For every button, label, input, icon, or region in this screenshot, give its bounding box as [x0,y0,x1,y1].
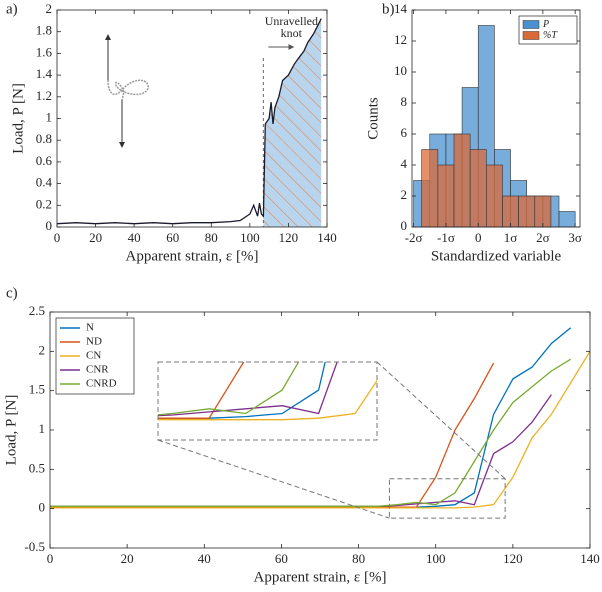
legend-label: ND [86,336,102,348]
x-tick-label: -2σ [405,230,423,245]
x-axis-label: Apparent strain, ε [%] [254,569,387,585]
x-tick-label: 1σ [504,230,518,245]
inset-line [158,362,338,417]
line-series [56,18,322,225]
y-tick-label: 0 [46,218,53,233]
x-tick-label: 20 [89,230,102,245]
y-tick-label: 1.8 [36,23,52,38]
y-tick-label: 0.6 [36,153,53,168]
inset-line [158,379,377,421]
zoom-connector [376,361,506,480]
y-tick-label: 6 [401,125,408,140]
y-tick-label: 2 [401,187,408,202]
x-tick-label: 120 [503,551,523,566]
hist-bar [453,133,471,228]
panel-label: a) [6,1,18,17]
y-tick-label: 4 [401,156,408,171]
y-tick-label: 14 [394,1,408,16]
y-tick-label: 1.5 [29,382,45,397]
hatched-area [263,18,322,228]
y-tick-label: 1.6 [36,44,53,59]
y-tick-label: 0 [401,218,408,233]
x-tick-label: 40 [128,230,141,245]
x-tick-label: 60 [275,551,288,566]
y-tick-label: 0.5 [29,460,45,475]
y-tick-label: 2.5 [29,303,45,318]
x-tick-label: 140 [580,551,600,566]
x-tick-label: 40 [198,551,211,566]
inset [158,362,377,421]
axes-frame [411,9,581,228]
legend-swatch [522,20,540,29]
x-tick-label: 20 [121,551,134,566]
plot-area [50,327,591,519]
y-tick-label: 1.2 [36,88,52,103]
y-tick-label: 2 [46,1,53,16]
plot-area [413,25,576,228]
x-tick-label: 140 [317,230,337,245]
line-series [50,362,495,508]
y-axis-label: Load, P [N] [10,83,26,154]
x-tick-label: 0 [54,230,61,245]
legend: N ND CN CNR CNRD [55,317,135,395]
legend-label: CN [86,350,101,362]
y-tick-label: 0.4 [36,175,53,190]
legend-swatch [522,31,540,40]
y-tick-label: 12 [394,32,407,47]
legend-label: N [86,322,94,334]
x-tick-label: 80 [205,230,218,245]
line-series [50,394,552,507]
x-axis-label: Standardized variable [431,248,562,264]
line-series [50,358,572,507]
y-tick-label: 0.8 [36,131,52,146]
hist-bar [518,195,536,228]
y-tick-label: 10 [394,63,407,78]
x-tick-label: 100 [240,230,260,245]
inset-line [158,362,245,419]
hist-bar [469,149,487,228]
y-tick-label: 0 [39,500,46,515]
annotation-text: Unravelled [265,14,318,28]
y-tick-label: 1 [46,109,53,124]
y-tick-label: 1 [39,421,46,436]
x-axis-label: Apparent strain, ε [%] [126,248,259,264]
x-tick-label: -1σ [437,230,455,245]
legend: P%T [518,15,578,45]
y-axis-label: Load, P [N] [3,395,19,466]
line-series [50,350,591,509]
legend-label: CNR [86,364,109,376]
knot-sketch [105,34,149,148]
x-tick-label: 0 [47,551,54,566]
x-tick-label: 2σ [536,230,550,245]
hist-bar [558,211,576,228]
x-tick-label: 60 [166,230,179,245]
y-tick-label: 1.4 [36,66,53,81]
hist-bar [534,195,552,228]
zoom-connector [157,439,390,519]
y-tick-label: 2 [39,342,46,357]
hist-bar [437,164,455,228]
hist-bar [502,195,519,228]
plot-area [56,18,322,228]
inset-frame [157,361,378,441]
y-axis-label: Counts [365,97,381,140]
legend-label: P [542,19,549,30]
x-tick-label: 80 [352,551,365,566]
zoom-region [388,478,506,519]
legend-label: CNRD [86,378,117,390]
y-tick-label: 8 [401,94,408,109]
legend-label: %T [543,30,558,41]
panel-label: b) [382,1,395,17]
hist-bar [421,149,439,228]
y-tick-label: 0.2 [36,196,52,211]
x-tick-label: 100 [426,551,446,566]
panel-label: c) [6,285,18,301]
annotation-text: knot [281,26,303,40]
y-tick-label: -0.5 [24,539,45,554]
x-tick-label: 120 [279,230,299,245]
x-tick-label: 0 [475,230,482,245]
x-tick-label: 3σ [568,230,582,245]
hist-bar [486,164,503,228]
